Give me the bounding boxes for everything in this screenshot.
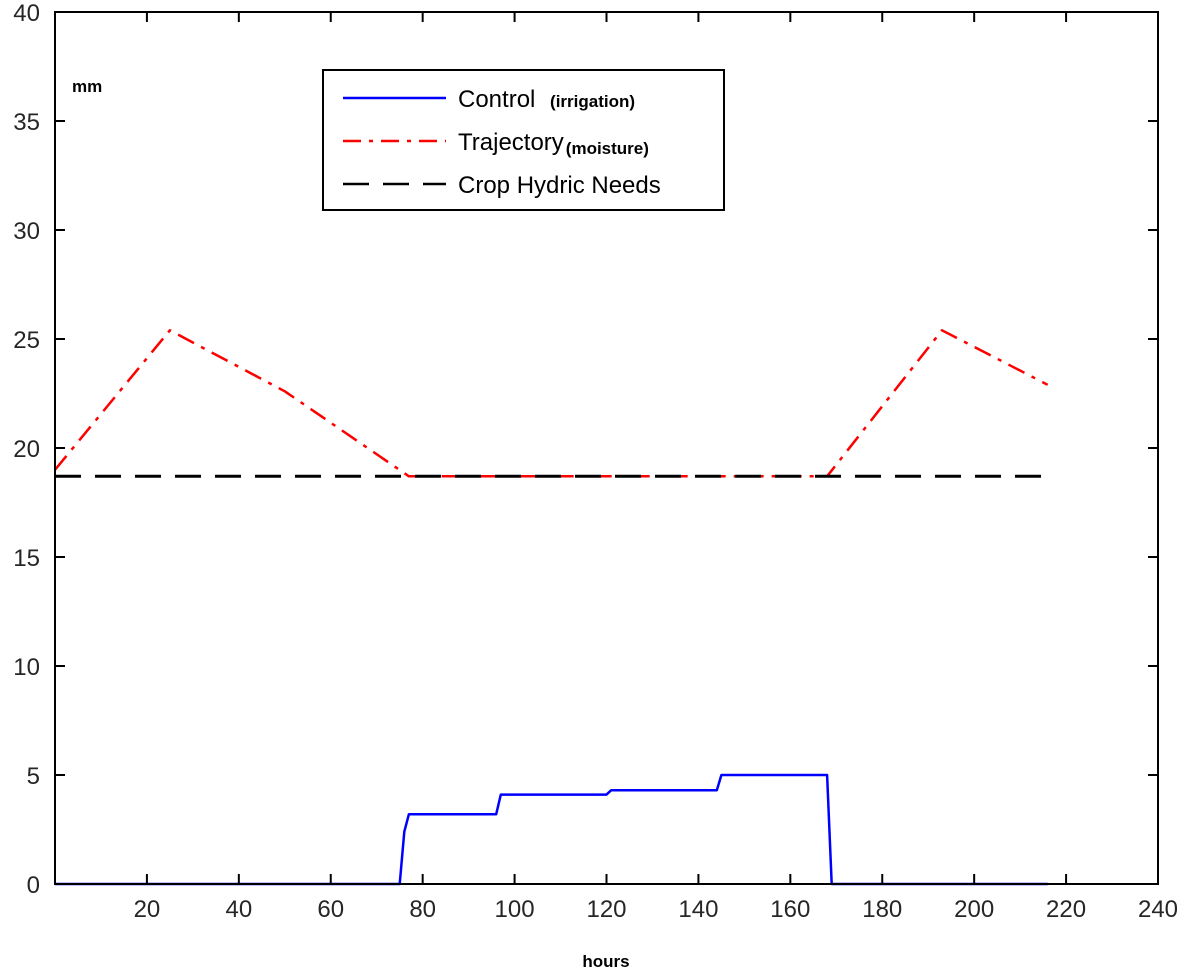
x-tick-label: 160 bbox=[770, 896, 810, 923]
y-tick-label: 40 bbox=[13, 0, 40, 27]
y-tick-label: 25 bbox=[13, 327, 40, 354]
labels-layer: 20 40 60 80 100 120 140 160 180 200 220 240 0 5 10 15 20… bbox=[13, 0, 1178, 923]
y-tick-label: 10 bbox=[13, 654, 40, 681]
y-tick-label: 35 bbox=[13, 109, 40, 136]
ticks-layer bbox=[55, 11, 1159, 885]
x-tick-label: 100 bbox=[495, 896, 535, 923]
x-tick-label: 80 bbox=[409, 896, 436, 923]
x-tick-label: 180 bbox=[862, 896, 902, 923]
x-tick-label: 220 bbox=[1046, 896, 1086, 923]
y-tick-label: 0 bbox=[27, 872, 40, 899]
y-tick-label: 30 bbox=[13, 218, 40, 245]
y-axis-unit-label: mm bbox=[72, 77, 102, 96]
legend-label-trajectory: Trajectory (moisture) bbox=[458, 129, 649, 158]
x-tick-label: 140 bbox=[678, 896, 718, 923]
x-tick-label: 20 bbox=[134, 896, 161, 923]
legend-label-crop-hydric-needs: Crop Hydric Needs bbox=[458, 172, 661, 199]
series-line-trajectory bbox=[54, 329, 1049, 478]
x-axis-label: hours bbox=[582, 952, 629, 971]
y-tick-label: 15 bbox=[13, 545, 40, 572]
x-tick-label: 120 bbox=[586, 896, 626, 923]
y-tick-label: 20 bbox=[13, 436, 40, 463]
series-line-control bbox=[55, 773, 1048, 886]
series-layer bbox=[54, 329, 1049, 886]
x-tick-label: 60 bbox=[317, 896, 344, 923]
legend-label-control: Control (irrigation) bbox=[458, 86, 635, 113]
x-tick-label: 40 bbox=[225, 896, 252, 923]
x-tick-label: 200 bbox=[954, 896, 994, 923]
y-tick-label: 5 bbox=[27, 763, 40, 790]
legend: Control (irrigation) Trajectory (moisture… bbox=[322, 69, 725, 211]
x-tick-label: 240 bbox=[1138, 896, 1178, 923]
